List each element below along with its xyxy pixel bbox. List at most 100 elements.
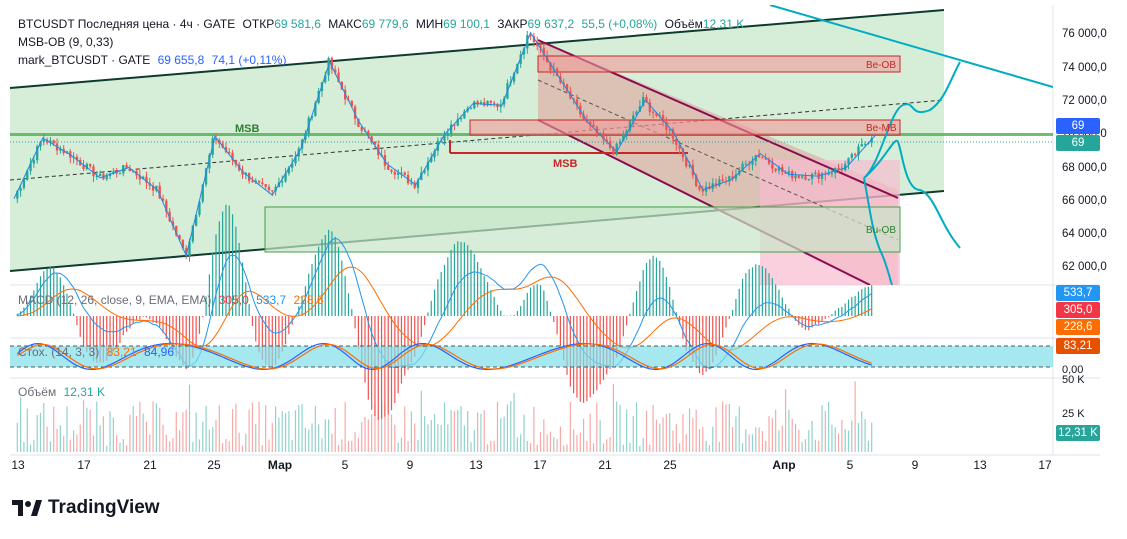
candle xyxy=(330,56,334,74)
date-tick: Апр xyxy=(772,458,796,472)
macd-hist-bar xyxy=(129,316,131,329)
macd-hist-bar xyxy=(284,316,287,345)
macd-hist-bar xyxy=(238,243,240,316)
macd-hist-bar xyxy=(801,316,803,328)
candle xyxy=(89,163,92,169)
macd-hist-bar xyxy=(745,273,747,316)
date-tick: 21 xyxy=(598,458,612,472)
volume-bar xyxy=(712,426,714,452)
volume-bar xyxy=(268,439,270,452)
macd-hist-bar xyxy=(205,296,207,316)
macd-hist-bar xyxy=(139,316,141,320)
volume-bar xyxy=(768,416,770,452)
indicator2-legend[interactable]: mark_BTCUSDT · GATE 69 655,8 74,1 (+0,11… xyxy=(18,52,290,68)
desc-channel-lower xyxy=(537,119,871,285)
volume-bar xyxy=(82,400,85,452)
macd-hist-bar xyxy=(23,307,25,316)
candle xyxy=(261,178,264,186)
volume-bar xyxy=(609,437,611,452)
price-tick: 62 000,0 xyxy=(1062,261,1107,273)
date-tick: 5 xyxy=(846,458,854,472)
volume-bar xyxy=(539,432,542,452)
macd-hist-bar xyxy=(89,316,91,357)
macd-hist-bar xyxy=(483,276,485,316)
candle xyxy=(499,99,502,113)
volume-bar xyxy=(380,401,383,452)
macd-hist-bar xyxy=(443,264,446,316)
volume-bar xyxy=(344,402,346,452)
volume-bar xyxy=(582,418,585,452)
macd-hist-bar xyxy=(715,316,717,356)
indicator1-legend[interactable]: MSB-OB (9, 0,33) xyxy=(18,34,117,50)
candle xyxy=(449,120,453,138)
macd-hist-bar xyxy=(857,291,860,316)
macd-hist-bar xyxy=(669,287,671,316)
volume-bar xyxy=(371,414,373,452)
candle xyxy=(870,135,873,147)
volume-bar xyxy=(142,413,144,452)
macd-hist-bar xyxy=(533,285,535,316)
volume-bar xyxy=(460,406,462,452)
volume-bar xyxy=(255,424,257,452)
volume-bar xyxy=(205,405,207,452)
volume-bar xyxy=(718,441,720,452)
macd-hist-bar xyxy=(82,316,85,348)
volume-bar xyxy=(437,424,439,452)
volume-bar xyxy=(559,426,562,452)
macd-hist-bar xyxy=(324,235,326,316)
volume-bar xyxy=(672,430,674,452)
volume-bar xyxy=(520,434,522,452)
candle xyxy=(171,217,175,231)
macd-hist-bar xyxy=(652,255,654,316)
volume-bar xyxy=(169,441,171,452)
symbol-line[interactable]: BTCUSDT Последняя цена · 4ч · GATE xyxy=(18,17,236,31)
macd-hist-bar xyxy=(629,313,631,316)
macd-hist-bar xyxy=(258,316,260,353)
macd-hist-bar xyxy=(622,316,624,337)
macd-hist-bar xyxy=(135,316,138,321)
desc-channel-mid xyxy=(537,79,899,241)
price-tick: 64 000,0 xyxy=(1062,228,1107,240)
candle xyxy=(291,158,294,172)
volume-bar xyxy=(337,445,340,452)
stoch-d-value: 84,96 xyxy=(143,345,175,359)
candle xyxy=(575,94,579,111)
candle xyxy=(827,167,830,176)
price-tick: 76 000,0 xyxy=(1062,28,1107,40)
stoch-k-value: 83,21 xyxy=(106,345,137,359)
volume-bar xyxy=(821,405,823,452)
volume-bar xyxy=(606,439,608,452)
volume-bar xyxy=(420,390,422,452)
macd-hist-bar xyxy=(212,252,214,316)
volume-bar xyxy=(291,439,293,452)
macd-hist-bar xyxy=(106,316,108,361)
volume-bar xyxy=(258,401,260,452)
volume-bar xyxy=(473,430,475,452)
macd-legend[interactable]: MACD (12, 26, close, 9, EMA, EMA) 305,0 … xyxy=(18,292,328,308)
macd-hist-bar xyxy=(96,316,98,363)
candle xyxy=(605,136,608,145)
macd-hist-bar xyxy=(513,314,515,316)
volume-bar xyxy=(781,425,783,452)
candle xyxy=(767,156,771,166)
candle xyxy=(224,142,228,154)
macd-hist-bar xyxy=(480,268,482,316)
candle xyxy=(151,182,155,197)
volume-bar xyxy=(361,422,363,452)
volume-bar xyxy=(579,432,581,452)
volume-bar xyxy=(145,421,148,452)
volume-bar xyxy=(26,408,28,452)
macd-hist-bar xyxy=(175,316,177,357)
msb-label-mid: MSB xyxy=(553,158,578,170)
volume-legend[interactable]: Объём 12,31 K xyxy=(18,384,109,400)
tradingview-logo[interactable]: TradingView xyxy=(12,497,160,519)
macd-badge-hist: 305,0 xyxy=(1056,302,1100,318)
candle xyxy=(572,97,575,105)
macd-hist-bar xyxy=(26,301,28,316)
volume-bar xyxy=(281,411,283,452)
volume-bar xyxy=(159,407,161,452)
volume-bar xyxy=(828,401,830,452)
macd-hist-bar xyxy=(639,281,641,316)
stoch-legend[interactable]: Стох. (14, 3, 3) 83,21 84,96 xyxy=(18,344,178,360)
